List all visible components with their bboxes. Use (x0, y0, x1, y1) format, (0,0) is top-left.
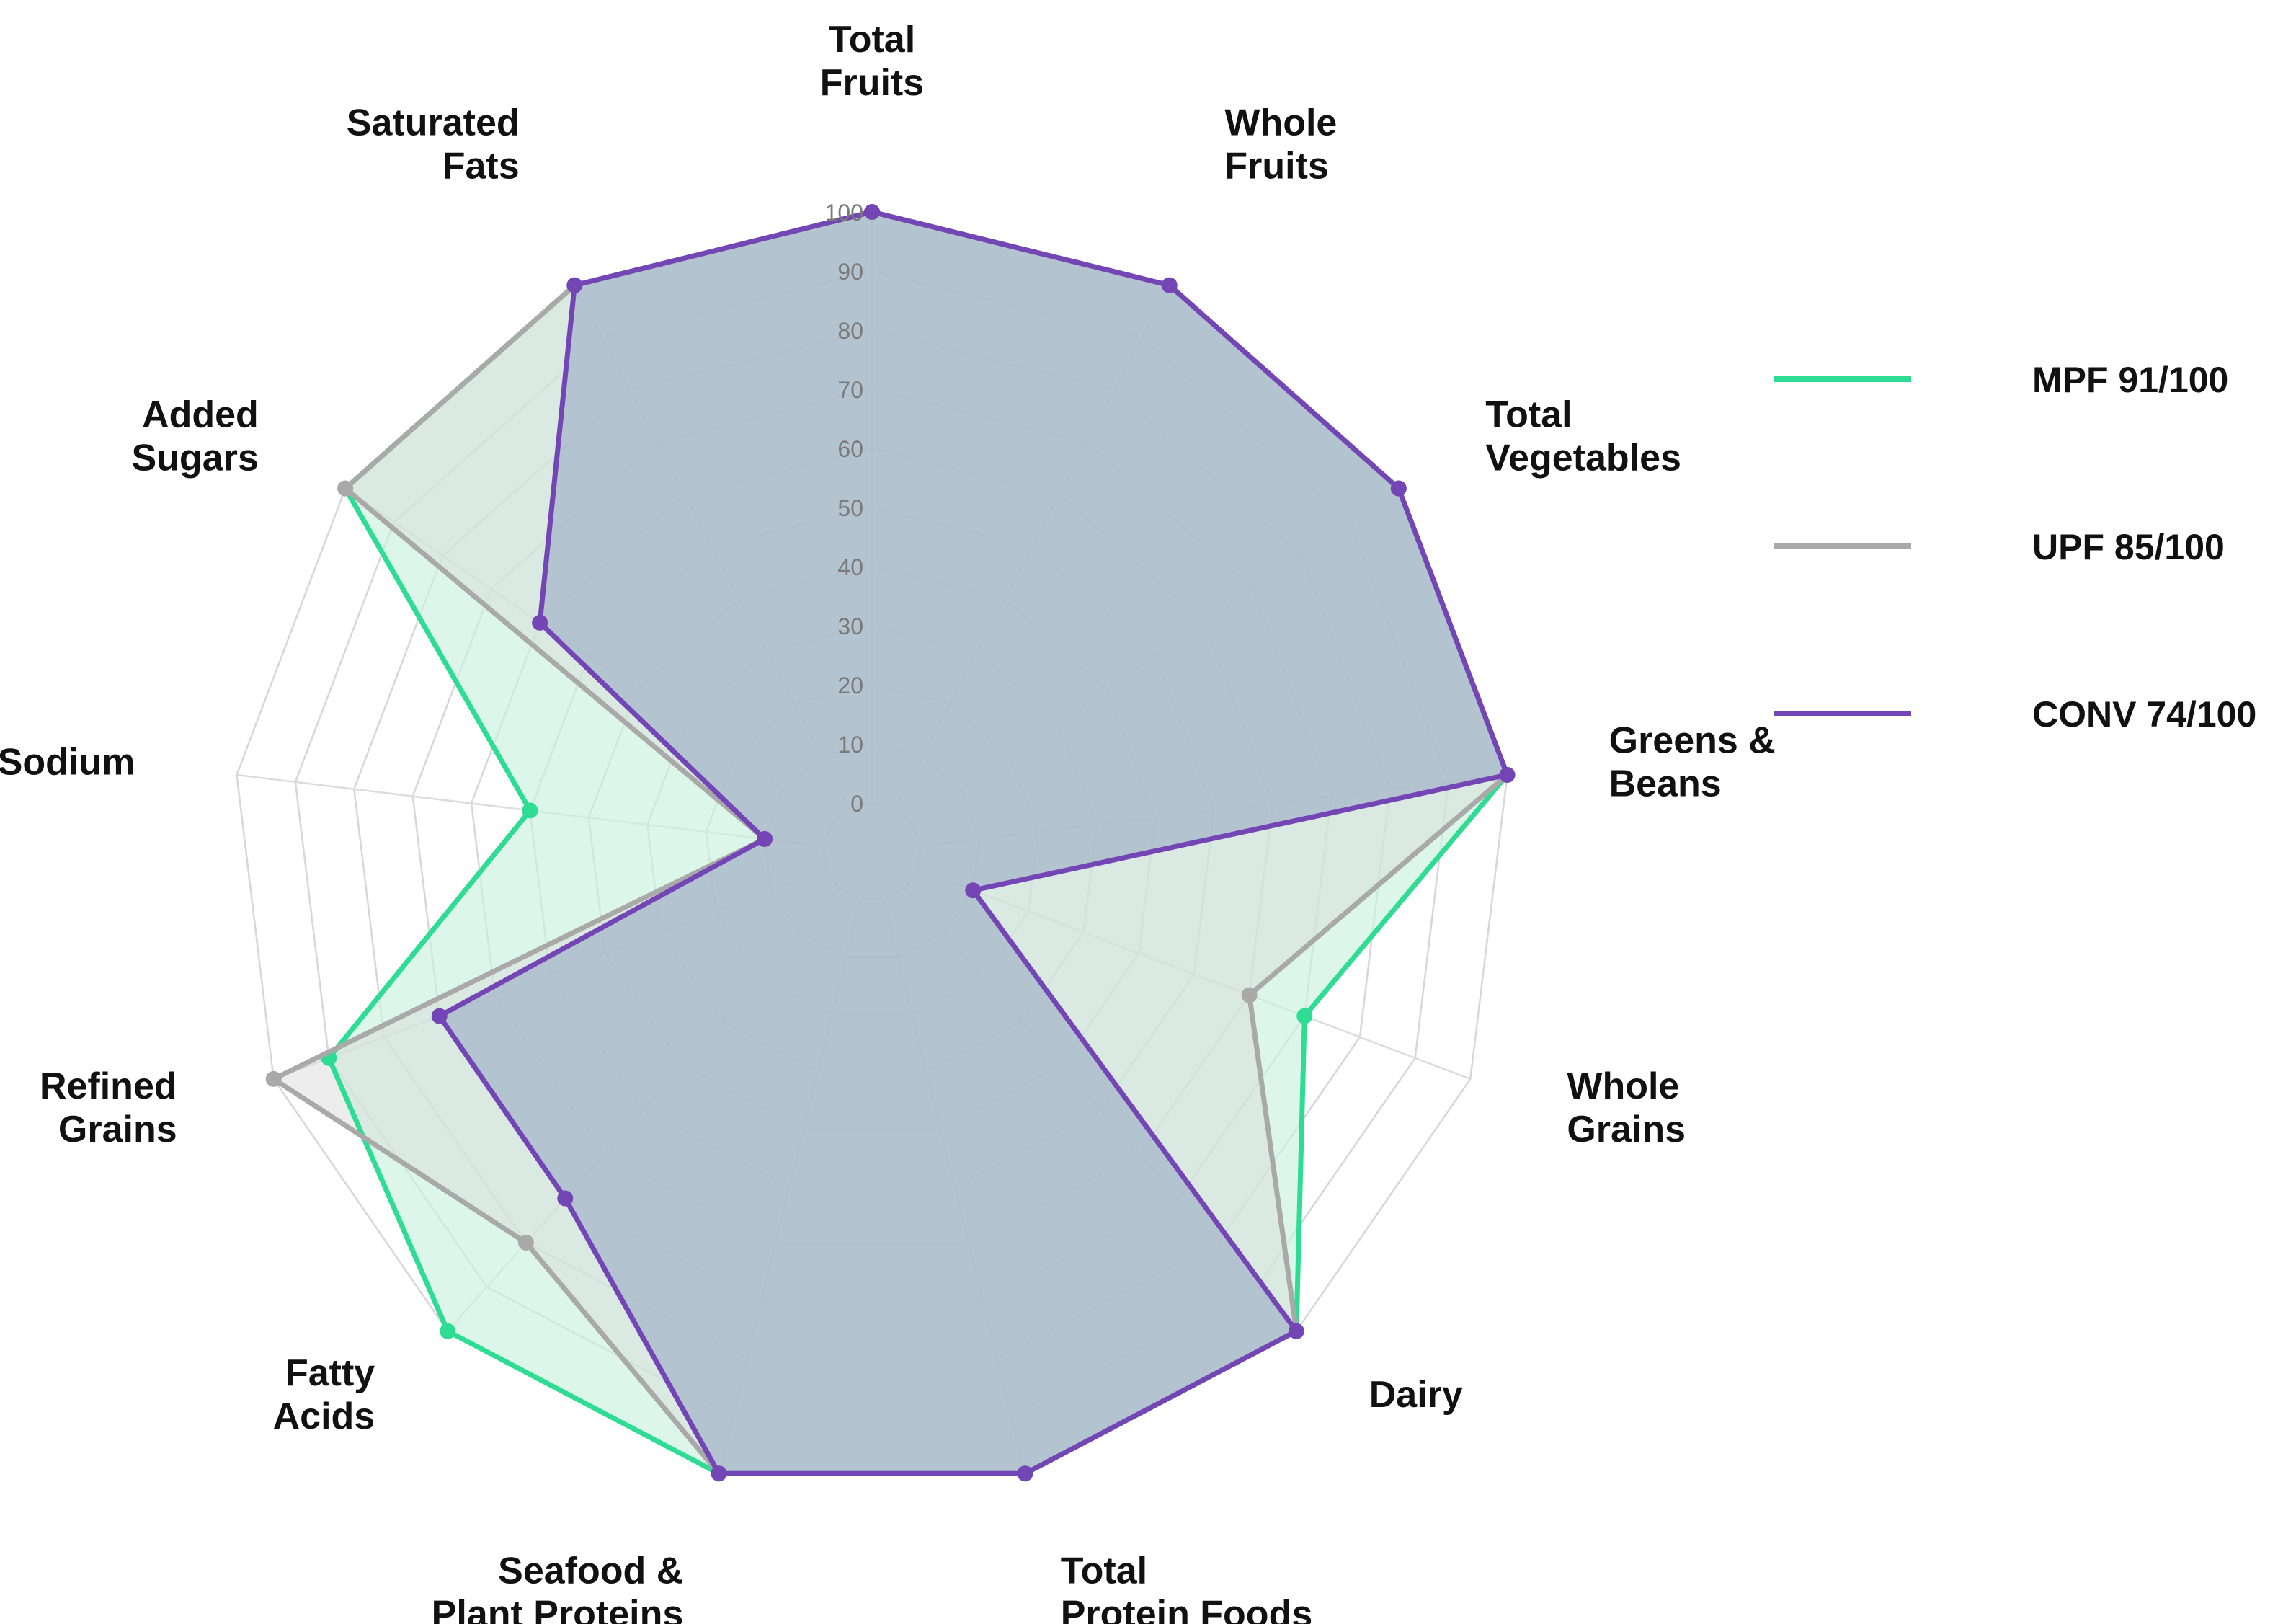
series-point (757, 830, 773, 847)
series-point (965, 882, 982, 899)
series-point (265, 1070, 282, 1087)
series-point (557, 1190, 574, 1207)
axis-label: Refined Grains (40, 1065, 177, 1150)
series-point (1499, 766, 1516, 783)
tick-label: 10 (837, 732, 863, 758)
axis-label: Whole Fruits (1224, 102, 1337, 187)
series-area-2 (439, 212, 1508, 1474)
axis-label: Total Protein Foods (1061, 1550, 1313, 1624)
radial-tick-labels: 0 10 20 30 40 50 60 70 80 90 100 (825, 200, 863, 817)
legend-label: UPF 85/100 (2032, 527, 2225, 567)
axis-label: Added Sugars (131, 394, 258, 479)
series-point (864, 204, 880, 220)
series-point (1288, 1323, 1304, 1339)
tick-label: 20 (837, 673, 863, 698)
series-fills (273, 212, 1508, 1474)
tick-label: 100 (825, 200, 863, 226)
tick-label: 30 (837, 613, 863, 639)
axis-label: Saturated Fats (347, 102, 520, 187)
tick-label: 0 (850, 791, 863, 817)
series-point (1296, 1008, 1313, 1024)
series-point (517, 1234, 534, 1251)
series-lines (265, 204, 1516, 1482)
axis-label: Total Vegetables (1485, 394, 1681, 479)
axis-labels: Total Fruits Whole Fruits Total Vegetables Gre… (0, 19, 1776, 1624)
axis-label: Dairy (1369, 1374, 1463, 1416)
tick-label: 80 (837, 318, 863, 344)
axis-label: Seafood & Plant Proteins (432, 1550, 684, 1624)
series-point (1161, 277, 1178, 293)
legend-label: CONV 74/100 (2032, 694, 2256, 735)
series-point (1390, 480, 1407, 497)
series-point (431, 1008, 448, 1024)
series-point (566, 277, 583, 293)
legend: MPF 91/100 UPF 85/100 CONV 74/100 (1774, 360, 2256, 735)
axis-label: Whole Grains (1567, 1065, 1686, 1150)
series-line-2 (437, 209, 1510, 1476)
series-point (337, 480, 354, 497)
tick-label: 40 (837, 554, 863, 580)
tick-label: 50 (837, 495, 863, 521)
tick-label: 70 (837, 377, 863, 403)
series-point (532, 614, 548, 631)
axis-label: Total Fruits (820, 19, 924, 104)
axis-label: Greens & Beans (1609, 719, 1776, 804)
legend-label: MPF 91/100 (2032, 360, 2228, 400)
series-point (1017, 1465, 1033, 1482)
series-point (1241, 987, 1258, 1003)
series-point (440, 1323, 456, 1339)
series-point (522, 802, 538, 819)
tick-label: 90 (837, 259, 863, 285)
axis-label: Sodium (0, 741, 135, 783)
tick-label: 60 (837, 436, 863, 462)
series-point (711, 1465, 727, 1482)
axis-label: Fatty Acids (273, 1352, 375, 1437)
